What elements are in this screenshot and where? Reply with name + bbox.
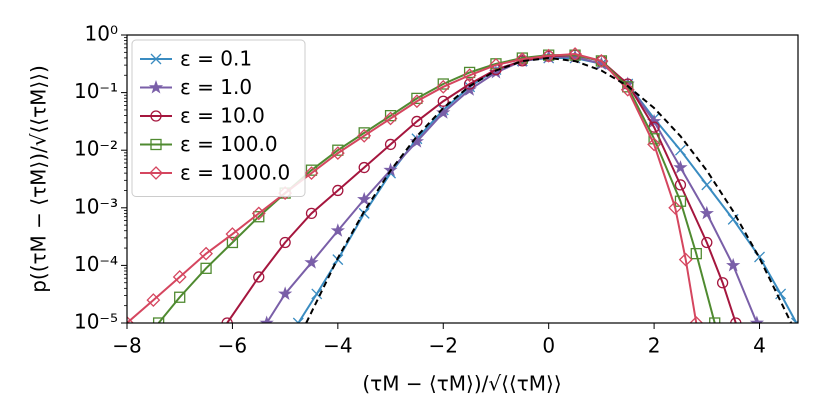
marker [462,68,477,83]
marker [701,179,713,191]
marker [730,317,742,323]
legend-label: ε = 0.1 [180,47,252,71]
plot-frame [126,34,799,324]
marker [595,55,608,67]
x-axis-label: (τM − ⟨τM⟩)/√⟨⟨τM⟩⟩ [362,372,561,396]
marker [690,247,702,260]
legend: ε = 0.1 ε = 1.0 ε = 10.0 ε = 100.0 ε = 1000.… [131,39,306,197]
marker [304,166,319,181]
marker [726,257,741,272]
marker [749,315,765,323]
legend-label: ε = 1.0 [180,75,252,99]
marker [330,146,345,161]
x-tick-label: −4 [323,334,352,358]
marker [568,47,582,61]
marker [251,206,266,221]
marker [701,236,713,249]
marker [674,179,687,191]
reference-curve [305,56,793,323]
marker [541,48,556,63]
marker [668,200,683,215]
marker [699,205,714,220]
marker [149,166,163,180]
marker [278,286,293,300]
marker [790,317,798,323]
x-tick-label: 4 [753,334,766,358]
marker [330,223,345,237]
marker [279,236,291,249]
marker [150,138,162,151]
marker [674,144,686,156]
y-tick-label: 10⁻¹ [74,79,118,103]
marker [709,317,721,323]
series-line [127,52,698,323]
x-tick-label: −2 [429,334,458,358]
series-line [157,54,716,323]
marker [200,262,212,274]
y-tick-label: 10⁻⁴ [74,252,118,276]
marker [358,207,370,219]
x-tick-label: 0 [542,334,555,358]
plot-lines [127,47,798,323]
y-tick-label: 10⁰ [85,22,118,46]
marker [253,271,265,283]
marker [172,270,187,284]
marker [409,94,424,109]
marker [437,95,449,107]
marker [775,288,787,300]
marker [148,80,164,94]
marker [436,79,451,94]
marker [647,137,662,152]
x-tick-label: −8 [112,334,141,358]
marker [673,160,688,174]
x-tick-label: 2 [648,334,661,358]
y-axis-label: p((τM − ⟨τM⟩)/√⟨⟨τM⟩⟩) [27,65,51,293]
marker [678,252,693,267]
marker [150,53,162,65]
marker [594,53,609,68]
marker [152,317,165,323]
marker [174,291,186,303]
legend-label: ε = 10.0 [180,104,265,128]
marker [305,207,318,220]
legend-label: ε = 1000.0 [180,161,290,185]
marker [358,161,370,174]
marker [311,288,323,300]
marker [304,255,319,269]
marker [259,315,274,323]
y-tick-label: 10⁻³ [74,194,118,218]
marker [150,110,162,122]
marker [384,138,397,151]
marker [221,317,233,323]
marker [127,316,134,323]
marker [357,191,372,206]
marker [199,246,213,261]
marker [383,111,398,126]
marker [357,128,372,143]
marker [515,52,530,67]
y-tick-label: 10⁻² [74,137,118,161]
legend-box [131,39,306,197]
marker [225,227,240,241]
marker [226,236,239,249]
marker [716,277,729,289]
marker [332,184,344,197]
marker [292,317,304,323]
y-tick-label: 10⁻⁵ [74,310,118,334]
x-tick-label: −6 [218,334,247,358]
marker [146,293,161,307]
marker [620,82,635,97]
marker [411,115,423,128]
marker [689,316,704,323]
legend-label: ε = 100.0 [180,132,278,156]
